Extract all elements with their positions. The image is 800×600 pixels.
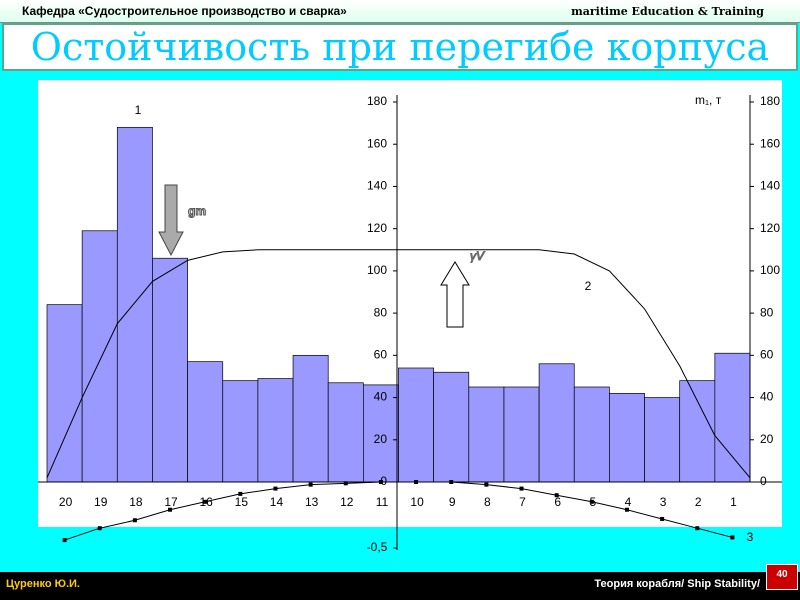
x-tick-label: 15 [235,495,249,509]
curve-label: 3 [747,530,754,544]
page-number: 40 [766,564,798,590]
bar [187,361,224,483]
gm-arrow [158,184,184,257]
bar [609,392,645,483]
bar [468,386,505,483]
brand: maritime Education & Training [571,5,764,18]
x-tick-label: 1 [730,495,737,509]
x-tick-label: 8 [484,495,491,509]
x-tick-label: 6 [554,495,561,509]
bar [46,304,83,483]
x-tick-label: 12 [340,495,354,509]
curve-label: 2 [585,279,592,293]
slide-title: Остойчивость при перегибе корпуса [2,23,798,71]
x-tick-label: 10 [410,495,424,509]
bar [433,371,470,483]
y2-tick-label: 160 [760,136,780,150]
bar [398,367,435,483]
y2-tick-label: 80 [760,305,774,319]
moment-curve [64,481,733,541]
footer: Цуренко Ю.И. Теория корабля/ Ship Stabil… [0,564,800,600]
y-tick-label: 0 [380,474,387,488]
department: Кафедра «Судостроительное производство и… [22,4,347,18]
y2-tick-label: 100 [760,263,780,277]
bar [573,386,610,483]
curve-label: 1 [135,103,142,117]
x-tick-label: 4 [625,495,632,509]
bar [81,230,118,483]
y2-tick-label: 140 [760,179,780,193]
x-tick-label: 11 [376,495,389,509]
header: Кафедра «Судостроительное производство и… [0,0,800,23]
y-tick-label: 160 [367,136,387,150]
y2-tick-label: 120 [760,221,780,235]
y-tick-label: 60 [374,348,388,362]
y-tick-label: 80 [374,305,388,319]
x-tick-label: 7 [519,495,526,509]
x-tick-label: 3 [660,495,667,509]
bar [222,380,259,483]
y2-tick-label: 180 [760,94,780,108]
bar [327,382,364,483]
y2-tick-label: 20 [760,432,774,446]
x-tick-label: 14 [270,495,284,509]
unit-label: m₁, т [695,93,722,107]
bar [538,363,575,483]
x-tick-label: 18 [129,495,143,509]
y2-tick-label: 40 [760,390,774,404]
bar [679,380,716,483]
gamma-v-arrow [440,261,470,328]
y-tick-label: 180 [367,94,387,108]
y-tick-label: 120 [367,221,387,235]
x-tick-label: 19 [94,495,108,509]
course: Теория корабля/ Ship Stability/ [594,578,760,590]
bar [363,384,399,483]
x-tick-label: 17 [164,495,178,509]
x-tick-label: 20 [59,495,73,509]
bar [503,386,540,483]
bar [152,257,188,483]
bar [292,354,329,483]
y-tick-label: 20 [374,432,388,446]
y-tick-label: 40 [374,390,388,404]
y2-tick-label: 0 [760,474,767,488]
x-tick-label: 13 [305,495,319,509]
y-tick-label: 100 [367,263,387,277]
x-tick-label: 2 [695,495,702,509]
bar [714,352,751,483]
gamma-v-label: γV [470,249,485,263]
bar [257,378,294,483]
author: Цуренко Ю.И. [6,578,80,590]
bar [116,126,153,483]
buoyancy-curve [46,249,751,479]
x-tick-label: 9 [449,495,456,509]
gm-label: gm [188,204,206,218]
y-tick-label: 140 [367,179,387,193]
y3-tick-label: -0,5 [367,540,388,554]
bar [644,397,681,483]
y2-tick-label: 60 [760,348,774,362]
